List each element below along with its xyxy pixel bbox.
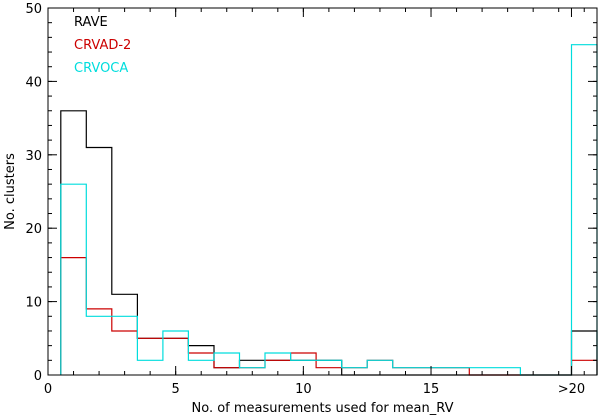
series-line-crvad-2 — [60, 257, 598, 376]
plot-frame — [47, 7, 598, 376]
y-tick-label: 40 — [25, 75, 42, 90]
series-line-crvoca — [60, 44, 598, 376]
y-tick-label: 20 — [25, 222, 42, 237]
series-line-rave — [60, 110, 598, 376]
y-tick-label: 10 — [25, 296, 42, 311]
y-tick-label: 50 — [25, 2, 42, 17]
x-tick-label: 0 — [44, 382, 52, 397]
y-tick-label: 0 — [34, 369, 42, 384]
legend-entry-crvoca: CRVOCA — [74, 61, 128, 76]
x-tick-label: 5 — [172, 382, 180, 397]
series-layer — [60, 44, 598, 376]
legend-entry-rave: RAVE — [74, 15, 108, 30]
x-tick-label: >20 — [558, 382, 585, 397]
legend-entry-crvad-2: CRVAD-2 — [74, 38, 131, 53]
x-axis-title: No. of measurements used for mean_RV — [192, 401, 454, 416]
y-axis-title: No. clusters — [3, 153, 18, 230]
y-tick-label: 30 — [25, 149, 42, 164]
x-tick-label: 15 — [423, 382, 440, 397]
axes-layer: 0 5 10 15 >20 0 10 20 30 40 50 — [25, 2, 598, 397]
x-tick-label: 10 — [295, 382, 312, 397]
legend: RAVE CRVAD-2 CRVOCA — [74, 15, 131, 76]
